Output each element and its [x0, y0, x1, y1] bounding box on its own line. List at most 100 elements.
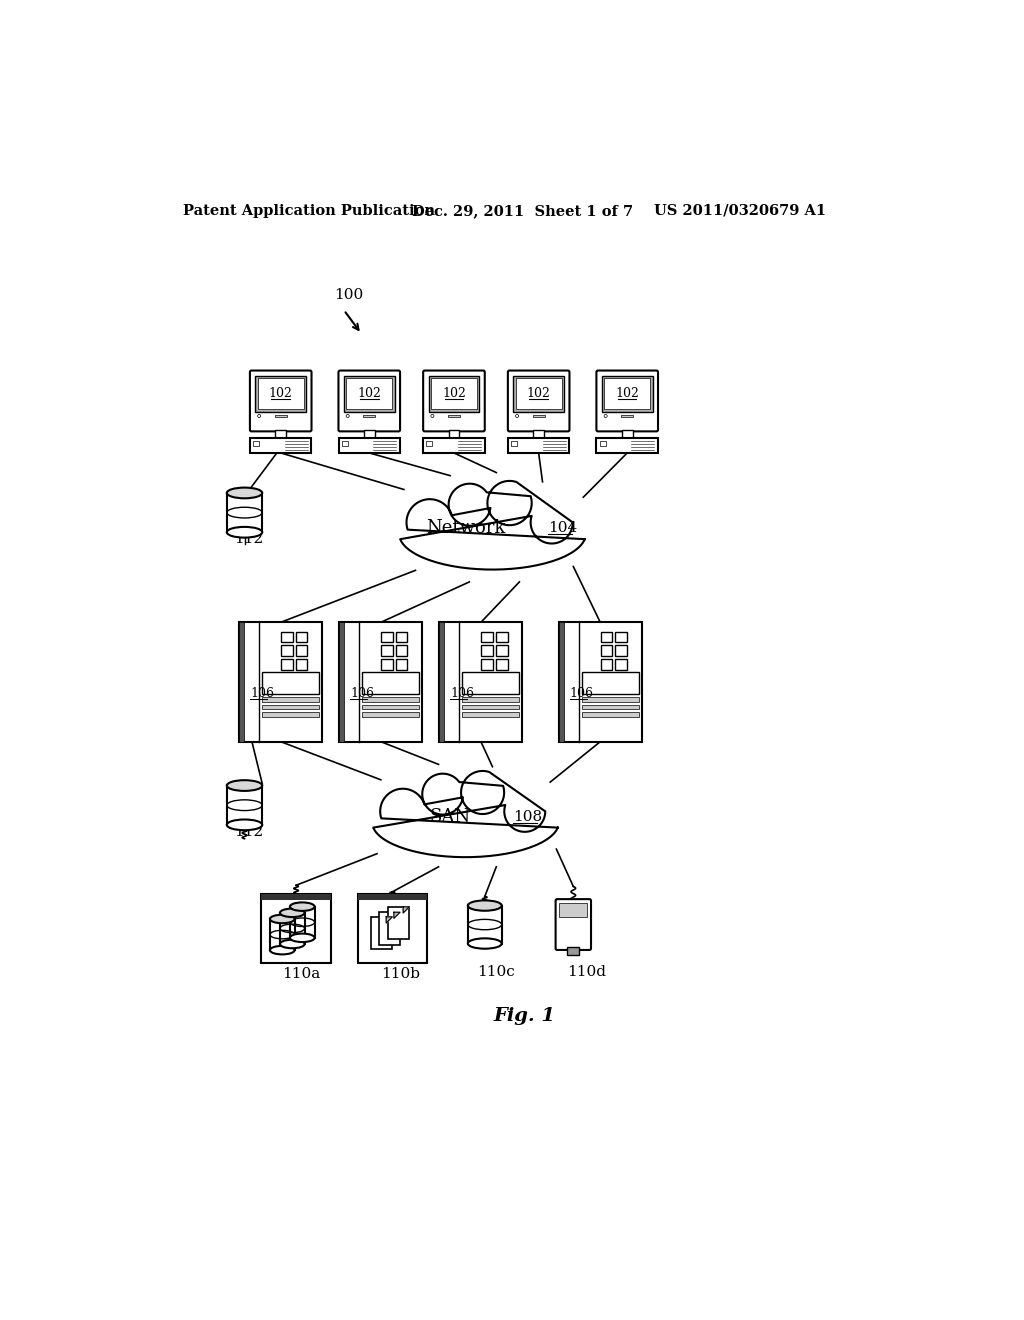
- Bar: [226, 492, 262, 532]
- Text: 110b: 110b: [382, 968, 421, 982]
- Ellipse shape: [226, 820, 262, 830]
- Bar: [274, 414, 287, 417]
- Text: 106: 106: [569, 688, 594, 701]
- Bar: [601, 659, 612, 671]
- Bar: [496, 631, 508, 643]
- Bar: [463, 713, 519, 717]
- Bar: [261, 894, 331, 964]
- Bar: [622, 430, 633, 437]
- Bar: [296, 645, 307, 656]
- Ellipse shape: [468, 900, 502, 911]
- Ellipse shape: [226, 527, 262, 537]
- Bar: [449, 430, 460, 437]
- Ellipse shape: [290, 903, 314, 911]
- Polygon shape: [386, 917, 392, 923]
- Bar: [262, 672, 319, 694]
- Bar: [439, 622, 522, 742]
- Bar: [280, 913, 304, 944]
- Text: 110c: 110c: [477, 965, 515, 979]
- Bar: [423, 437, 484, 453]
- Bar: [396, 659, 408, 671]
- Bar: [597, 437, 658, 453]
- Text: Network: Network: [426, 519, 505, 537]
- Circle shape: [258, 414, 261, 417]
- Bar: [602, 376, 652, 412]
- Bar: [388, 907, 410, 940]
- Text: 112: 112: [233, 532, 263, 546]
- Text: 102: 102: [615, 387, 639, 400]
- Bar: [582, 705, 639, 709]
- Bar: [481, 659, 493, 671]
- Bar: [496, 645, 508, 656]
- Polygon shape: [407, 480, 578, 569]
- Bar: [513, 376, 564, 412]
- Bar: [567, 946, 580, 954]
- Bar: [508, 437, 569, 453]
- Ellipse shape: [280, 940, 304, 948]
- Bar: [262, 697, 319, 702]
- Bar: [339, 437, 400, 453]
- Bar: [362, 713, 419, 717]
- Bar: [379, 912, 400, 945]
- Bar: [261, 894, 331, 900]
- Bar: [396, 645, 408, 656]
- FancyBboxPatch shape: [596, 371, 658, 432]
- Polygon shape: [400, 480, 585, 569]
- Bar: [255, 376, 306, 412]
- Bar: [481, 645, 493, 656]
- Bar: [559, 622, 642, 742]
- Bar: [240, 622, 244, 742]
- Bar: [381, 631, 393, 643]
- Bar: [447, 414, 460, 417]
- Bar: [615, 631, 627, 643]
- Circle shape: [346, 414, 349, 417]
- Bar: [582, 672, 639, 694]
- FancyBboxPatch shape: [556, 899, 591, 950]
- Bar: [463, 697, 519, 702]
- Bar: [532, 414, 545, 417]
- Bar: [429, 376, 479, 412]
- Circle shape: [431, 414, 434, 417]
- Bar: [282, 631, 293, 643]
- Bar: [226, 785, 262, 825]
- Bar: [511, 441, 517, 446]
- Polygon shape: [403, 907, 410, 913]
- Bar: [339, 622, 344, 742]
- FancyBboxPatch shape: [508, 371, 569, 432]
- Bar: [296, 631, 307, 643]
- Bar: [270, 919, 295, 950]
- Bar: [439, 622, 444, 742]
- Bar: [282, 659, 293, 671]
- Text: Patent Application Publication: Patent Application Publication: [183, 203, 435, 218]
- Bar: [364, 430, 375, 437]
- Ellipse shape: [226, 487, 262, 499]
- Bar: [362, 672, 419, 694]
- Bar: [515, 379, 562, 409]
- FancyBboxPatch shape: [339, 371, 400, 432]
- Ellipse shape: [468, 939, 502, 949]
- Bar: [290, 907, 314, 937]
- Bar: [240, 622, 323, 742]
- Bar: [258, 379, 304, 409]
- Circle shape: [515, 414, 518, 417]
- Bar: [496, 659, 508, 671]
- Bar: [250, 437, 311, 453]
- Bar: [582, 713, 639, 717]
- Text: 106: 106: [250, 688, 274, 701]
- Bar: [296, 659, 307, 671]
- Text: 100: 100: [335, 288, 364, 301]
- Bar: [282, 645, 293, 656]
- Bar: [582, 697, 639, 702]
- Text: US 2011/0320679 A1: US 2011/0320679 A1: [654, 203, 826, 218]
- Text: 106: 106: [451, 688, 474, 701]
- Bar: [262, 713, 319, 717]
- Text: 106: 106: [350, 688, 375, 701]
- Bar: [339, 622, 422, 742]
- FancyBboxPatch shape: [250, 371, 311, 432]
- Bar: [357, 894, 427, 964]
- Bar: [534, 430, 544, 437]
- Bar: [253, 441, 259, 446]
- Bar: [262, 705, 319, 709]
- Bar: [621, 414, 634, 417]
- Bar: [396, 631, 408, 643]
